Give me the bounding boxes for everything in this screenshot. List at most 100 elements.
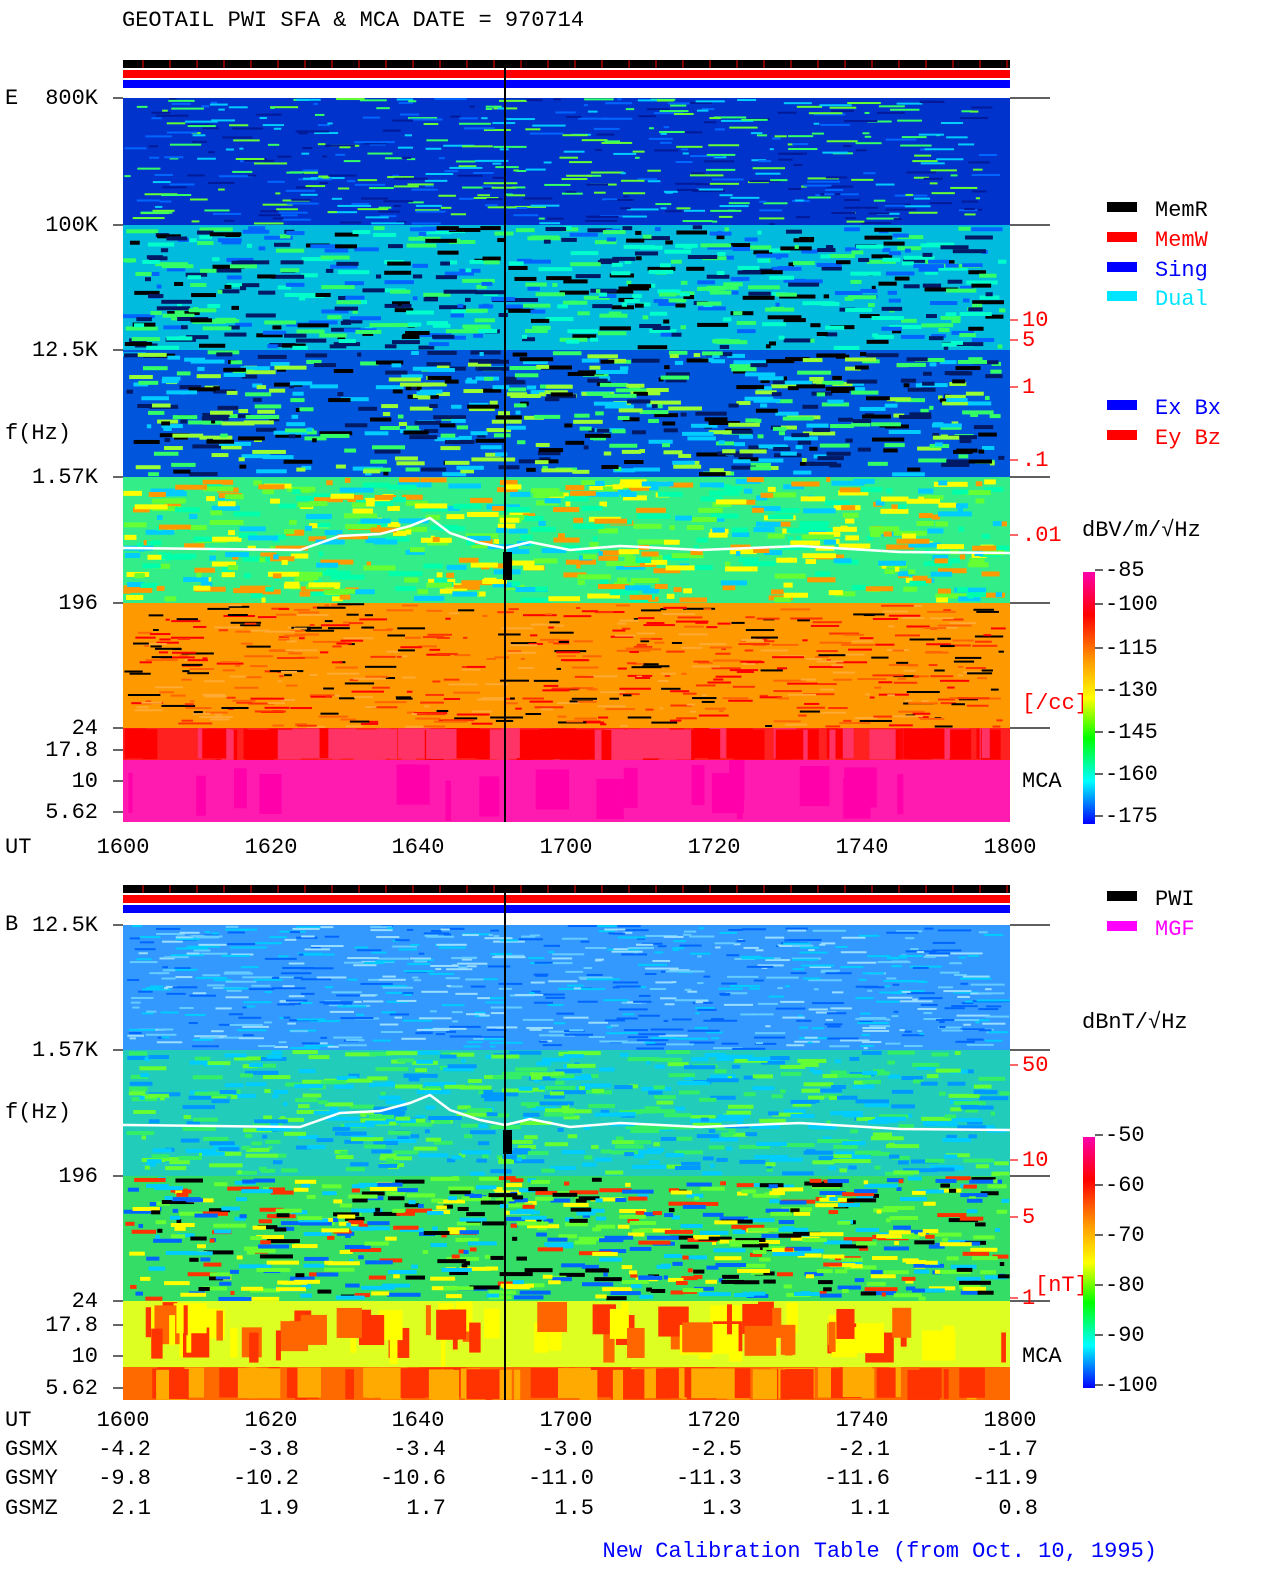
spectrogram-pixel xyxy=(471,1124,488,1129)
spectrogram-pixel xyxy=(329,1218,339,1223)
spectrogram-pixel xyxy=(845,518,855,524)
spectrogram-pixel xyxy=(426,609,443,612)
spectrogram-pixel xyxy=(204,209,230,212)
spectrogram-pixel xyxy=(918,496,925,502)
spectrogram-pixel xyxy=(582,655,602,658)
spectrogram-pixel xyxy=(585,1268,610,1273)
spectrogram-pixel xyxy=(477,1141,490,1146)
spectrogram-pixel xyxy=(710,1074,736,1079)
spectrogram-pixel xyxy=(975,1164,990,1169)
spectrogram-pixel xyxy=(300,193,318,196)
spectrogram-pixel xyxy=(917,1007,937,1010)
spectrogram-pixel xyxy=(174,1226,186,1231)
spectrogram-pixel xyxy=(926,650,943,653)
spectrogram-pixel xyxy=(711,1018,725,1021)
spectrogram-pixel xyxy=(355,329,382,334)
spectrogram-pixel xyxy=(778,158,793,161)
spectrogram-pixel xyxy=(646,108,670,111)
spectrogram-pixel xyxy=(638,1033,666,1036)
spectrogram-pixel xyxy=(325,986,334,989)
spectrogram-pixel xyxy=(723,282,743,287)
spectrogram-pixel xyxy=(830,1007,852,1010)
spectrogram-pixel xyxy=(984,479,996,485)
spectrogram-pixel xyxy=(878,681,893,684)
spectrogram-pixel xyxy=(932,949,962,952)
spectrogram-pixel xyxy=(217,289,223,294)
spectrogram-pixel xyxy=(645,708,654,711)
spectrogram-pixel xyxy=(535,1196,554,1201)
spectrogram-pixel xyxy=(663,450,683,455)
spectrogram-pixel xyxy=(486,1092,519,1097)
spectrogram-pixel xyxy=(290,629,305,632)
spectrogram-pixel xyxy=(457,1207,469,1212)
spectrogram-pixel xyxy=(974,635,1004,638)
spectrogram-pixel xyxy=(659,110,689,113)
spectrogram-pixel xyxy=(778,431,785,436)
spectrogram-pixel xyxy=(555,111,576,114)
spectrogram-pixel xyxy=(887,1060,896,1065)
spectrogram-pixel xyxy=(954,974,967,977)
spectrogram-pixel xyxy=(976,999,1010,1002)
spectrogram-pixel xyxy=(683,295,695,300)
spectrogram-pixel xyxy=(973,1084,992,1089)
spectrogram-pixel xyxy=(922,252,933,257)
spectrogram-pixel xyxy=(947,1019,980,1022)
spectrogram-pixel xyxy=(269,417,280,422)
spectrogram-pixel xyxy=(713,1248,746,1253)
spectrogram-pixel xyxy=(186,335,209,340)
spectrogram-pixel xyxy=(996,719,1003,722)
spectrogram-pixel xyxy=(369,323,398,328)
spectrogram-pixel xyxy=(485,683,509,686)
spectrogram-pixel xyxy=(613,1112,636,1117)
spectrogram-pixel xyxy=(436,636,450,639)
spectrogram-pixel xyxy=(771,1248,794,1253)
spectrogram-pixel xyxy=(180,1292,207,1297)
spectrogram-pixel xyxy=(544,1242,574,1247)
spectrogram-pixel xyxy=(554,650,587,653)
spectrogram-pixel xyxy=(861,1050,882,1055)
spectrogram-pixel xyxy=(985,396,990,401)
spectrogram-pixel xyxy=(243,1001,272,1004)
spectrogram-pixel xyxy=(565,970,584,973)
spectrogram-pixel xyxy=(523,360,548,365)
spectrogram-pixel xyxy=(592,1251,618,1256)
spectrogram-pixel xyxy=(532,325,551,330)
spectrogram-pixel xyxy=(301,967,334,970)
spectrogram-pixel xyxy=(522,1018,554,1021)
spectrogram-pixel xyxy=(180,419,188,424)
spectrogram-pixel xyxy=(170,1234,186,1239)
spectrogram-pixel xyxy=(124,670,143,673)
spectrogram-pixel xyxy=(338,295,346,300)
spectrogram-pixel xyxy=(481,117,488,120)
spectrogram-pixel xyxy=(280,1116,286,1121)
spectrogram-pixel xyxy=(506,425,526,430)
spectrogram-pixel xyxy=(768,1184,778,1189)
spectrogram-pixel xyxy=(783,1109,806,1114)
spectrogram-pixel xyxy=(164,596,177,602)
spectrogram-pixel xyxy=(235,158,265,161)
spectrogram-pixel xyxy=(951,1005,978,1008)
spectrogram-pixel xyxy=(971,303,983,308)
spectrogram-pixel xyxy=(298,1135,319,1140)
spectrogram-pixel xyxy=(381,1283,411,1288)
spectrogram-pixel xyxy=(949,962,962,965)
spectrogram-pixel xyxy=(733,360,768,365)
spectrogram-pixel xyxy=(369,1186,398,1191)
spectrogram-pixel xyxy=(619,1209,647,1214)
spectrogram-pixel xyxy=(517,259,551,264)
spectrogram-pixel xyxy=(485,107,493,110)
spectrogram-pixel xyxy=(594,1112,626,1117)
spectrogram-pixel xyxy=(939,1242,972,1247)
spectrogram-pixel xyxy=(338,1044,367,1047)
spectrogram-pixel xyxy=(244,655,274,658)
spectrogram-pixel xyxy=(130,587,153,593)
spectrogram-pixel xyxy=(582,1213,590,1218)
spectrogram-pixel xyxy=(866,396,890,401)
spectrogram-pixel xyxy=(207,350,240,355)
spectrogram-pixel xyxy=(985,292,993,297)
spectrogram-pixel xyxy=(294,633,320,636)
spectrogram-pixel xyxy=(446,564,467,570)
spectrogram-pixel xyxy=(157,234,181,239)
spectrogram-pixel xyxy=(876,111,905,114)
spectrogram-pixel xyxy=(910,948,919,951)
